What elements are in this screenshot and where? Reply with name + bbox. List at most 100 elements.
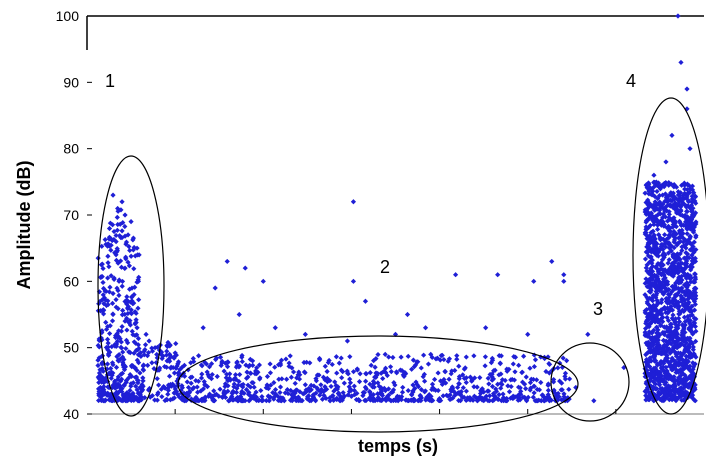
data-point <box>176 394 182 400</box>
data-point <box>463 379 469 386</box>
data-point <box>658 280 664 286</box>
data-point <box>621 364 627 371</box>
data-point <box>693 354 699 360</box>
data-point <box>113 364 120 370</box>
data-point <box>657 317 663 323</box>
data-point <box>385 396 391 402</box>
data-point <box>124 294 130 300</box>
data-point <box>450 395 456 401</box>
data-point <box>647 377 653 384</box>
y-axis-title: Amplitude (dB) <box>14 161 34 290</box>
data-point <box>523 397 530 403</box>
data-point <box>671 391 677 398</box>
data-point <box>110 290 116 297</box>
x-axis-title: temps (s) <box>358 436 438 456</box>
data-point <box>651 243 657 249</box>
data-point <box>679 182 685 188</box>
data-point <box>333 354 339 360</box>
data-point <box>659 285 665 291</box>
cluster-2-ellipse <box>177 335 579 433</box>
data-point <box>688 372 694 378</box>
data-point <box>647 303 653 309</box>
data-point <box>490 390 497 397</box>
data-point <box>212 285 218 291</box>
data-point <box>655 180 662 186</box>
data-point <box>140 375 146 381</box>
data-point <box>500 391 506 397</box>
data-point <box>136 252 142 258</box>
data-point <box>276 376 282 382</box>
data-point <box>324 379 331 385</box>
data-point <box>685 292 691 298</box>
data-point <box>684 214 691 220</box>
data-point <box>367 381 373 387</box>
data-point <box>204 384 211 390</box>
data-point <box>277 384 284 390</box>
data-point <box>642 292 648 298</box>
data-point <box>388 369 394 375</box>
data-point <box>557 360 563 366</box>
data-point <box>661 350 667 356</box>
data-point <box>681 385 687 391</box>
data-point <box>119 283 125 289</box>
data-point <box>125 304 132 310</box>
data-point <box>169 381 176 387</box>
data-point <box>124 315 130 321</box>
data-point <box>642 280 648 286</box>
data-point <box>105 323 111 330</box>
data-point <box>660 276 667 282</box>
data-point <box>693 316 699 322</box>
data-point <box>667 390 674 396</box>
data-point <box>143 331 149 337</box>
data-point <box>489 383 496 390</box>
data-point <box>204 369 210 375</box>
data-point <box>655 392 662 399</box>
data-point <box>643 307 650 313</box>
data-point <box>669 377 675 383</box>
data-point <box>142 342 149 348</box>
data-point <box>651 336 657 342</box>
data-point <box>652 375 659 382</box>
data-point <box>679 361 685 367</box>
data-point <box>679 234 685 240</box>
data-point <box>119 323 125 330</box>
data-point <box>118 344 124 350</box>
data-point <box>239 358 245 365</box>
data-point <box>684 260 690 267</box>
y-tick-label: 60 <box>63 273 79 289</box>
data-point <box>660 314 666 320</box>
data-point <box>670 393 676 399</box>
data-point <box>123 239 130 245</box>
data-point <box>124 394 130 400</box>
data-point <box>488 360 494 366</box>
data-point <box>668 358 674 364</box>
data-point <box>668 307 674 313</box>
data-point <box>689 214 695 221</box>
data-point <box>100 279 106 286</box>
data-point <box>562 376 569 382</box>
data-point <box>688 279 694 285</box>
data-point <box>689 394 695 400</box>
data-point <box>180 397 186 403</box>
data-point <box>234 394 241 401</box>
data-point <box>681 358 687 365</box>
data-point <box>682 322 688 328</box>
data-point <box>645 317 651 323</box>
data-point <box>657 236 664 242</box>
data-point <box>165 339 171 346</box>
data-point <box>118 339 124 345</box>
data-point <box>669 289 675 295</box>
data-point <box>546 398 553 404</box>
data-point <box>650 228 656 234</box>
data-point <box>185 367 191 373</box>
data-point <box>674 351 680 357</box>
data-point <box>474 397 480 404</box>
data-point <box>679 277 685 283</box>
data-point <box>363 378 369 384</box>
data-point <box>665 291 672 297</box>
data-point <box>654 377 660 383</box>
data-point <box>665 268 671 274</box>
data-point <box>105 392 112 398</box>
data-point <box>662 252 668 258</box>
data-point <box>412 398 418 404</box>
